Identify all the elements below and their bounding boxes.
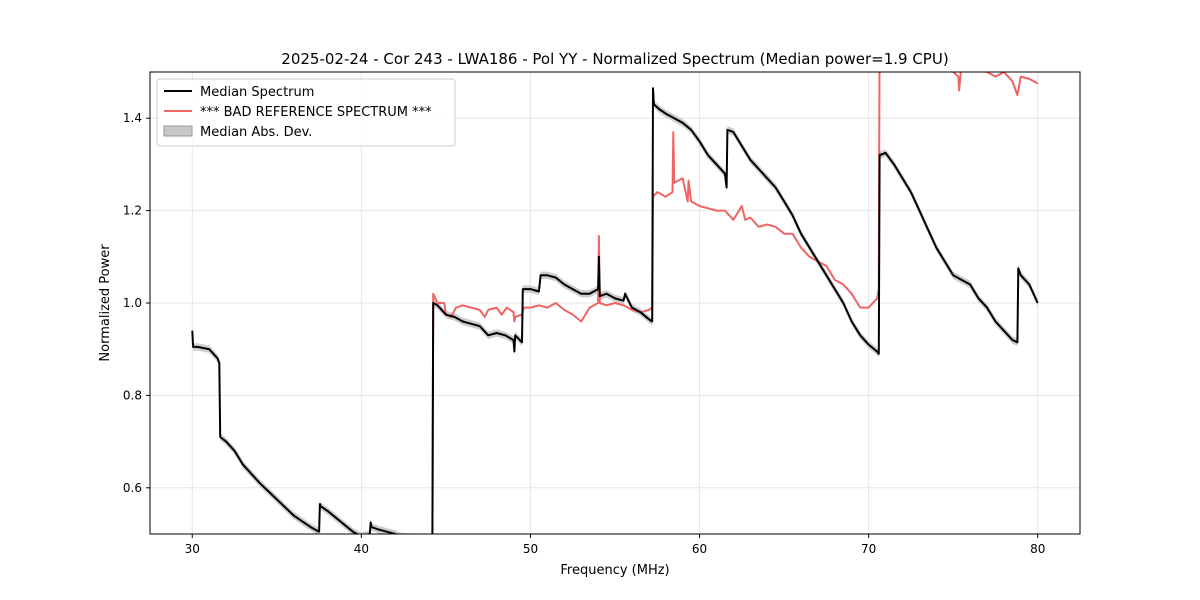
y-tick-label: 1.4 — [123, 111, 142, 125]
chart-title: 2025-02-24 - Cor 243 - LWA186 - Pol YY -… — [281, 50, 948, 68]
legend-mad-patch — [163, 125, 193, 137]
y-tick-label: 0.6 — [123, 481, 142, 495]
grid — [150, 72, 1080, 534]
y-tick-label: 1.0 — [123, 296, 142, 310]
x-axis-label: Frequency (MHz) — [560, 563, 669, 578]
y-axis-label: Normalized Power — [98, 244, 113, 362]
series-layer — [191, 72, 1039, 534]
x-tick-label: 80 — [1030, 542, 1045, 556]
x-tick-label: 50 — [523, 542, 538, 556]
legend-box — [156, 78, 456, 147]
legend: Median Spectrum *** BAD REFERENCE SPECTR… — [156, 78, 456, 147]
y-tick-label: 1.2 — [123, 204, 142, 218]
y-tick-label: 0.8 — [123, 388, 142, 402]
legend-mad-label: Median Abs. Dev. — [200, 125, 312, 140]
series-line-bad-reference-2 — [952, 72, 1039, 97]
y-axis-ticks: 0.6 0.8 1.0 1.2 1.4 — [123, 111, 150, 495]
x-tick-label: 70 — [861, 542, 876, 556]
x-tick-label: 60 — [692, 542, 707, 556]
legend-bad-reference-label: *** BAD REFERENCE SPECTRUM *** — [200, 105, 432, 120]
x-axis-ticks: 30 40 50 60 70 80 — [185, 534, 1045, 556]
x-tick-label: 30 — [185, 542, 200, 556]
legend-median-spectrum-label: Median Spectrum — [200, 85, 314, 100]
x-tick-label: 40 — [354, 542, 369, 556]
series-line-median-spectrum — [191, 87, 1039, 534]
series-line-bad-reference-1 — [431, 72, 881, 534]
